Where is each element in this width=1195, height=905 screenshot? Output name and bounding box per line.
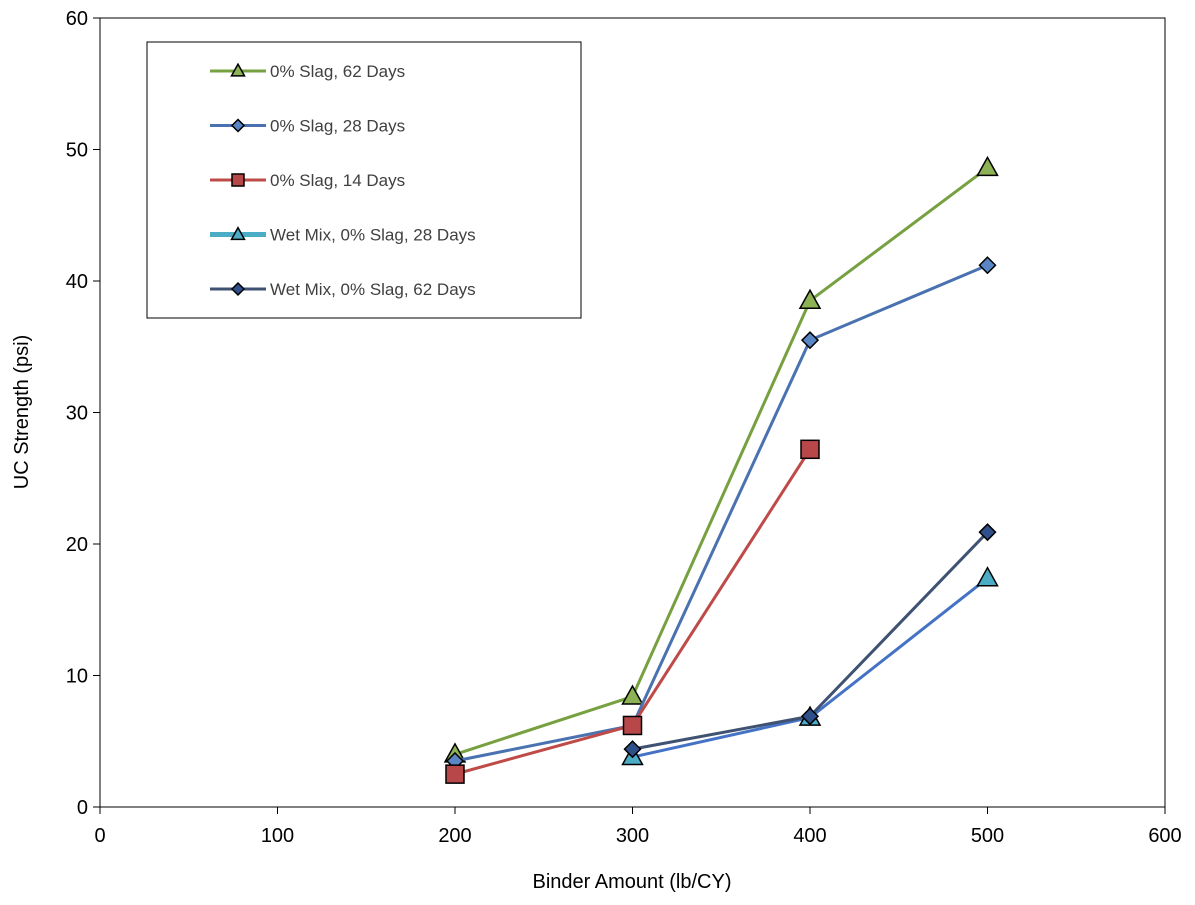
legend-label: Wet Mix, 0% Slag, 28 Days [270,226,476,245]
legend-item: Wet Mix, 0% Slag, 28 Days [210,226,476,245]
legend-swatch-marker [231,173,245,187]
data-point [978,256,997,275]
legend-swatch-marker [230,281,246,297]
legend-swatch-marker [230,118,246,133]
y-axis-title: UC Strength (psi) [11,335,33,490]
data-point [621,684,644,705]
x-tick-label: 400 [793,825,826,847]
legend-swatch-marker [230,226,246,241]
legend-label: 0% Slag, 62 Days [270,62,405,81]
data-point [798,288,822,309]
y-tick-label: 40 [66,271,88,293]
series-2 [445,439,820,784]
data-point [623,740,642,759]
y-axis: 0 10 20 30 40 50 60 [66,8,100,819]
legend-swatch-marker [230,62,246,77]
y-tick-label: 30 [66,403,88,425]
legend-label: 0% Slag, 14 Days [270,171,405,190]
x-tick-label: 600 [1148,825,1181,847]
x-tick-label: 100 [261,825,294,847]
legend-item: 0% Slag, 14 Days [210,171,405,190]
series-line [454,166,989,756]
legend: 0% Slag, 62 Days 0% Slag, 28 Days 0% Slag,… [146,41,582,319]
x-tick-label: 0 [94,825,105,847]
y-tick-label: 50 [66,140,88,162]
x-tick-label: 300 [616,825,649,847]
legend-label: Wet Mix, 0% Slag, 62 Days [270,280,476,299]
x-tick-label: 200 [438,825,471,847]
data-point [976,155,999,177]
series-line [632,577,989,759]
series-layer [443,155,999,784]
y-tick-label: 60 [66,8,88,30]
data-point [445,764,465,784]
data-point [976,566,999,587]
y-tick-label: 0 [77,797,88,819]
y-tick-label: 20 [66,534,88,556]
data-point [800,331,820,350]
x-axis: 0 100 200 300 400 500 600 [94,807,1182,847]
data-point [800,439,820,460]
x-tick-label: 500 [971,825,1004,847]
series-3 [621,566,999,766]
series-line [454,263,989,763]
data-point [800,707,820,726]
x-axis-title: Binder Amount (lb/CY) [533,871,732,893]
data-point [978,523,997,542]
legend-item: 0% Slag, 62 Days [210,62,405,81]
series-4 [623,523,997,759]
y-tick-label: 10 [66,666,88,688]
series-1 [445,256,997,771]
data-point [622,715,643,736]
legend-label: 0% Slag, 28 Days [270,117,405,136]
legend-item: Wet Mix, 0% Slag, 62 Days [210,280,476,299]
legend-item: 0% Slag, 28 Days [210,117,405,136]
